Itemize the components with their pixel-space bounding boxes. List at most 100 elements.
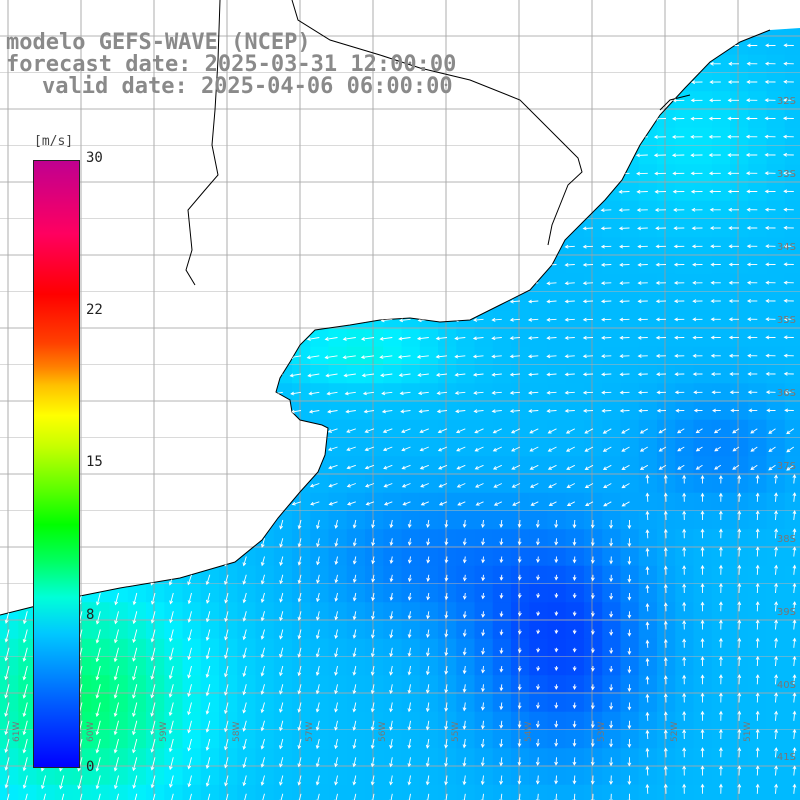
speed-cell — [456, 474, 475, 494]
wind-arrow — [727, 98, 739, 103]
wind-arrow — [242, 538, 247, 549]
speed-cell — [365, 383, 384, 402]
speed-cell — [237, 492, 256, 512]
wind-arrow — [279, 757, 284, 768]
speed-cell — [0, 584, 19, 603]
wind-arrow — [654, 189, 667, 194]
speed-cell — [219, 766, 238, 786]
speed-cell — [638, 492, 658, 512]
speed-cell — [547, 273, 567, 293]
wind-arrow — [764, 189, 776, 194]
wind-arrow — [455, 99, 466, 103]
speed-cell — [310, 784, 329, 800]
speed-cell — [146, 419, 165, 439]
wind-arrow — [527, 44, 539, 48]
speed-cell — [419, 438, 439, 457]
wind-arrow — [437, 446, 448, 452]
speed-cell — [784, 419, 800, 439]
wind-arrow — [527, 226, 539, 231]
wind-arrow — [654, 62, 667, 66]
wind-arrow — [163, 154, 174, 159]
speed-cell — [766, 657, 786, 676]
speed-cell — [237, 328, 256, 348]
speed-cell — [0, 565, 19, 585]
wind-arrow — [491, 281, 502, 286]
speed-cell — [748, 529, 767, 548]
wind-arrow — [181, 209, 192, 214]
speed-cell — [730, 492, 749, 512]
wind-arrow — [745, 116, 758, 121]
wind-arrow — [673, 244, 685, 249]
wind-arrow — [462, 720, 467, 730]
wind-arrow — [765, 280, 776, 285]
wind-arrow — [260, 629, 265, 640]
speed-cell — [456, 200, 475, 220]
wind-arrow — [382, 172, 393, 177]
wind-arrow — [473, 153, 484, 158]
wind-arrow — [709, 226, 721, 230]
speed-cell — [310, 0, 329, 19]
speed-cell — [109, 456, 129, 475]
wind-arrow — [792, 674, 797, 685]
wind-arrow — [747, 353, 758, 358]
wind-arrow — [765, 244, 776, 249]
wind-arrow — [783, 61, 794, 66]
speed-cell — [711, 730, 731, 749]
speed-cell — [0, 346, 19, 366]
speed-cell — [620, 273, 640, 293]
speed-cell — [273, 492, 293, 512]
speed-cell — [109, 730, 129, 749]
wind-arrow — [371, 611, 375, 620]
speed-cell — [529, 273, 548, 293]
wind-arrow — [328, 464, 338, 470]
wind-arrow — [527, 354, 539, 359]
wind-arrow — [163, 446, 174, 451]
speed-cell — [219, 109, 238, 129]
wind-arrow — [379, 336, 393, 341]
speed-cell — [730, 182, 749, 202]
wind-arrow — [727, 171, 739, 176]
wind-arrow — [426, 629, 430, 639]
wind-arrow — [163, 282, 174, 287]
wind-arrow — [205, 720, 211, 733]
speed-cell — [182, 693, 202, 713]
speed-cell — [219, 511, 238, 530]
wind-arrow — [181, 391, 192, 396]
wind-arrow — [363, 409, 375, 414]
speed-cell — [401, 784, 421, 800]
wind-arrow — [637, 43, 648, 48]
wind-arrow — [764, 171, 776, 176]
speed-cell — [657, 255, 676, 275]
wind-arrow — [456, 483, 466, 488]
wind-arrow — [755, 492, 760, 502]
wind-arrow — [755, 601, 760, 612]
speed-cell — [784, 657, 800, 676]
speed-cell — [401, 219, 421, 238]
wind-arrow — [619, 244, 630, 249]
speed-cell — [474, 273, 494, 293]
wind-arrow — [22, 720, 28, 736]
speed-cell — [255, 164, 275, 183]
wind-arrow — [342, 337, 356, 341]
wind-arrow — [150, 720, 156, 735]
wind-arrow — [346, 428, 356, 433]
wind-arrow — [309, 154, 320, 159]
speed-cell — [784, 474, 800, 494]
wind-arrow — [728, 207, 739, 212]
wind-arrow — [672, 171, 685, 176]
speed-cell — [456, 54, 475, 74]
wind-arrow — [235, 318, 247, 323]
speed-cell — [237, 146, 256, 165]
wind-arrow — [444, 592, 449, 601]
wind-arrow — [168, 738, 174, 753]
wind-arrow — [334, 793, 338, 800]
wind-arrow — [150, 611, 156, 624]
speed-cell — [127, 511, 147, 530]
wind-arrow — [389, 793, 393, 800]
wind-arrow — [582, 135, 594, 140]
wind-arrow — [719, 528, 723, 539]
speed-cell — [164, 310, 183, 329]
wind-arrow — [381, 281, 393, 286]
speed-cell — [693, 456, 713, 475]
wind-arrow — [327, 172, 338, 177]
